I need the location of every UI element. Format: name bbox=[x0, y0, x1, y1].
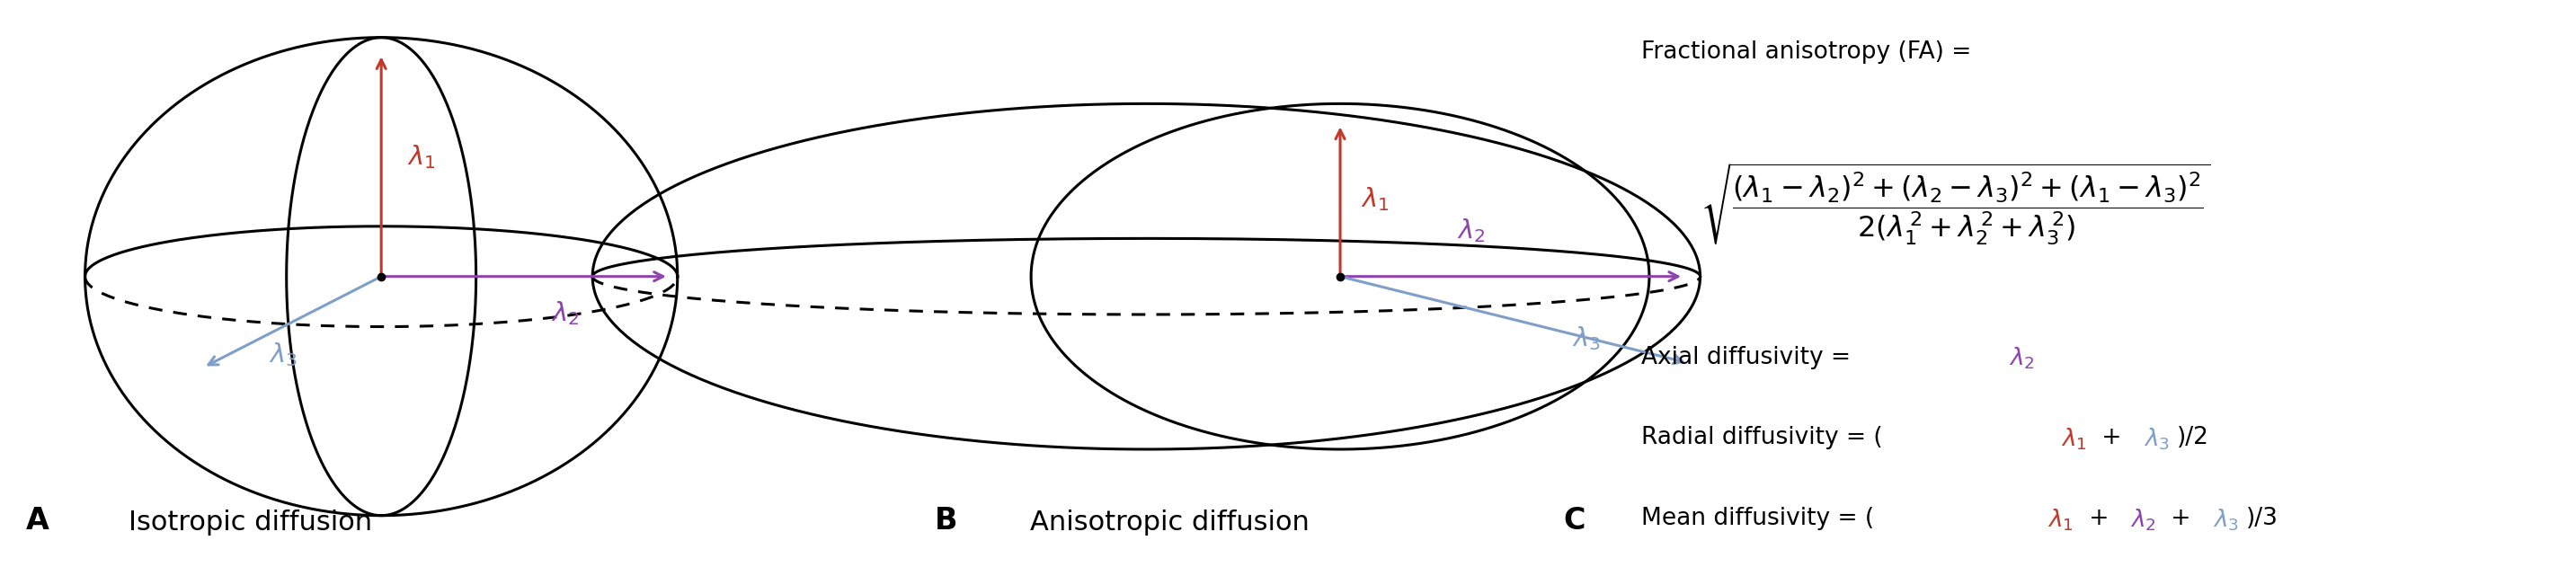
Text: $\lambda_3$: $\lambda_3$ bbox=[1571, 325, 1600, 353]
Text: +: + bbox=[2094, 426, 2130, 450]
Text: $\lambda_2$: $\lambda_2$ bbox=[2009, 346, 2035, 371]
Text: $\sqrt{\dfrac{(\lambda_1 - \lambda_2)^2 + (\lambda_2 - \lambda_3)^2 + (\lambda_1: $\sqrt{\dfrac{(\lambda_1 - \lambda_2)^2 … bbox=[1700, 161, 2210, 247]
Text: $\lambda_3$: $\lambda_3$ bbox=[2143, 426, 2169, 452]
Text: $\lambda_3$: $\lambda_3$ bbox=[2213, 507, 2239, 532]
Text: Isotropic diffusion: Isotropic diffusion bbox=[129, 510, 374, 536]
Text: )/2: )/2 bbox=[2177, 426, 2210, 450]
Text: $\lambda_1$: $\lambda_1$ bbox=[2061, 426, 2087, 452]
Text: Mean diffusivity = (: Mean diffusivity = ( bbox=[1641, 507, 1873, 530]
Text: Axial diffusivity =: Axial diffusivity = bbox=[1641, 346, 1857, 369]
Text: )/3: )/3 bbox=[2246, 507, 2280, 530]
Text: +: + bbox=[2164, 507, 2200, 530]
Text: $\lambda_2$: $\lambda_2$ bbox=[1455, 217, 1484, 245]
Text: B: B bbox=[935, 506, 958, 536]
Text: Anisotropic diffusion: Anisotropic diffusion bbox=[1030, 510, 1309, 536]
Text: $\lambda_2$: $\lambda_2$ bbox=[551, 300, 580, 327]
Text: C: C bbox=[1564, 506, 1587, 536]
Text: $\lambda_2$: $\lambda_2$ bbox=[2130, 507, 2156, 532]
Text: Fractional anisotropy (FA) =: Fractional anisotropy (FA) = bbox=[1641, 40, 1971, 64]
Text: $\lambda_1$: $\lambda_1$ bbox=[407, 143, 435, 171]
Text: A: A bbox=[26, 506, 49, 536]
Text: $\lambda_1$: $\lambda_1$ bbox=[1360, 185, 1388, 213]
Text: Radial diffusivity = (: Radial diffusivity = ( bbox=[1641, 426, 1883, 450]
Text: $\lambda_3$: $\lambda_3$ bbox=[268, 341, 296, 369]
Text: $\lambda_1$: $\lambda_1$ bbox=[2048, 507, 2074, 532]
Text: +: + bbox=[2081, 507, 2117, 530]
